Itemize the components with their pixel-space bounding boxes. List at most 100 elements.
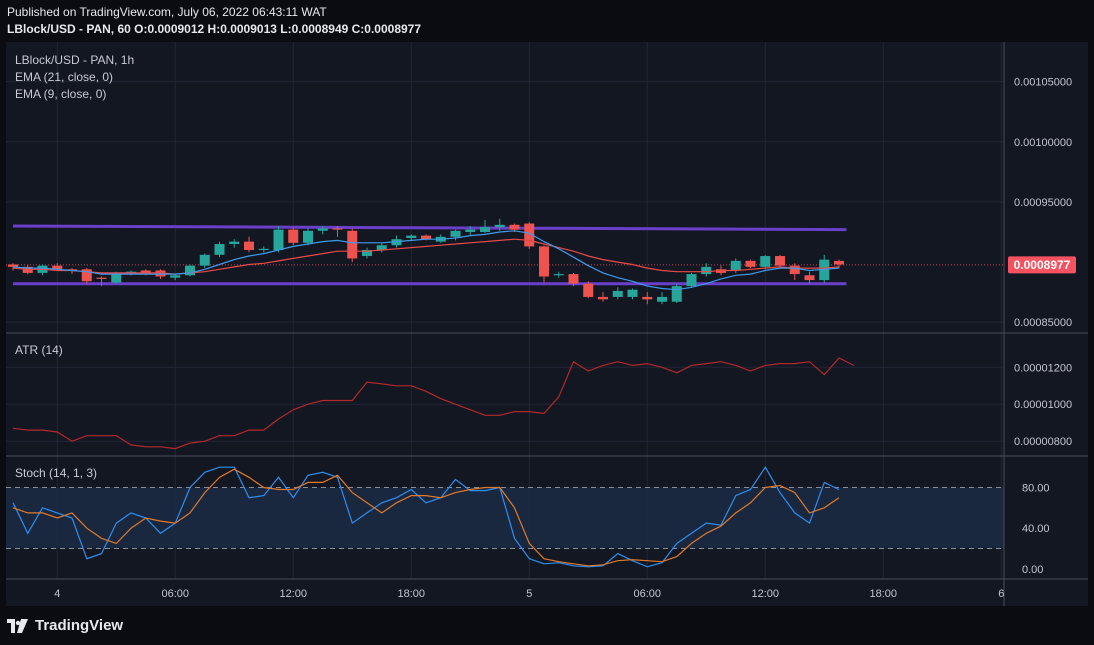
candle-body (288, 229, 299, 243)
candle-body (612, 290, 623, 297)
price-tick-label: 0.00085000 (1014, 317, 1072, 329)
candle-body (804, 275, 815, 281)
candle-body (52, 265, 63, 270)
x-tick-label: 5 (526, 588, 532, 600)
candle (642, 292, 653, 305)
ema21-legend: EMA (21, close, 0) (15, 70, 113, 84)
candle-body (494, 224, 505, 228)
candle-body (450, 230, 461, 237)
candle (583, 281, 594, 299)
candle (480, 219, 490, 234)
candle-body (185, 265, 195, 276)
candle-body (140, 270, 151, 275)
candle-body (701, 266, 712, 275)
atr-tick-label: 0.00001000 (1014, 399, 1072, 411)
candle (494, 218, 505, 231)
candle (568, 272, 579, 287)
candle (303, 228, 313, 246)
candle-body (96, 277, 107, 279)
candle-body (745, 260, 756, 267)
candle-body (317, 228, 328, 231)
candle (376, 242, 387, 253)
candle-body (347, 230, 358, 259)
candle (258, 246, 269, 253)
indicator-lines (12, 230, 855, 568)
candle-body (199, 254, 210, 266)
candle (539, 245, 549, 283)
candle-body (539, 246, 549, 277)
x-tick-label: 12:00 (279, 588, 307, 600)
candle (244, 236, 254, 253)
candle-body (126, 271, 136, 273)
pane-borders (6, 42, 1088, 606)
candle-body (406, 235, 417, 239)
candle (332, 225, 343, 237)
candle (627, 288, 638, 300)
x-tick-label: 18:00 (869, 588, 897, 600)
candle (317, 225, 328, 235)
candle-body (834, 260, 844, 265)
ema9-legend: EMA (9, close, 0) (15, 87, 106, 101)
channel-line (12, 224, 847, 232)
candle-body (170, 275, 181, 278)
candle (524, 222, 535, 249)
candle (347, 228, 358, 263)
candle (199, 253, 210, 269)
candle-body (391, 239, 402, 246)
published-info: Published on TradingView.com, July 06, 2… (7, 5, 327, 19)
x-tick-label: 4 (54, 588, 60, 600)
candle (362, 247, 372, 259)
candle-body (775, 256, 785, 266)
trading-chart[interactable]: 406:0012:0018:00506:0012:0018:00606:0012… (6, 42, 1088, 606)
candle (229, 239, 240, 248)
candle-body (480, 227, 490, 232)
candle (96, 276, 107, 287)
candle-body (568, 274, 579, 284)
x-tick-label: 12:00 (751, 588, 779, 600)
tradingview-logo[interactable]: TradingView (7, 617, 123, 634)
candle (465, 225, 476, 236)
candle (686, 272, 697, 288)
candle (834, 259, 844, 269)
candle (612, 287, 623, 300)
candle (701, 263, 712, 277)
candle-body (8, 264, 18, 267)
candle-body (303, 230, 313, 243)
candle-body (81, 269, 92, 282)
candle-body (671, 286, 682, 302)
atr-legend: ATR (14) (15, 343, 63, 357)
candle (789, 263, 800, 281)
axis-labels: 406:0012:0018:00506:0012:0018:00606:0012… (54, 77, 1072, 600)
symbol-legend: LBlock/USD - PAN, 1h (15, 53, 134, 67)
x-tick-label: 06:00 (161, 588, 189, 600)
x-tick-label: 6 (998, 588, 1004, 600)
ohlc-info: LBlock/USD - PAN, 60 O:0.0009012 H:0.000… (7, 22, 422, 36)
pane-legends: LBlock/USD - PAN, 1h EMA (21, close, 0) … (15, 53, 134, 480)
candle (185, 264, 195, 277)
candle-body (657, 296, 667, 302)
candle-body (730, 260, 741, 271)
candle (8, 263, 18, 271)
candle (804, 271, 815, 284)
candle (553, 271, 564, 278)
price-tick-label: 0.00095000 (1014, 197, 1072, 209)
candle (170, 274, 181, 281)
candle-body (244, 241, 254, 251)
candle-body (686, 274, 697, 287)
atr-tick-label: 0.00000800 (1014, 436, 1072, 448)
stoch-tick-label: 40.00 (1022, 523, 1050, 535)
candle (671, 283, 682, 303)
candle (657, 292, 667, 305)
candle-body (376, 245, 387, 251)
last-price-label: 0.0008977 (1008, 256, 1076, 274)
candle-body (627, 289, 638, 297)
x-tick-label: 18:00 (397, 588, 425, 600)
stoch-band-fill (6, 487, 1004, 549)
tradingview-logo-text: TradingView (35, 617, 124, 634)
candle-body (642, 296, 653, 300)
stoch-d-line (12, 468, 840, 567)
x-tick-label: 06:00 (633, 588, 661, 600)
ema9-line (12, 230, 840, 291)
candle-body (598, 296, 608, 300)
candle-body (111, 272, 122, 283)
